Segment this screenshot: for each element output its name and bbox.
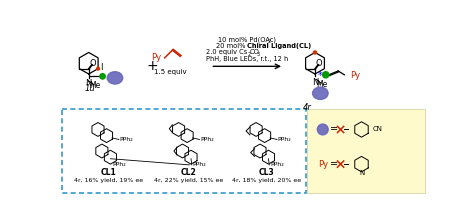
Text: 1u: 1u: [85, 84, 95, 93]
Text: PPh₂: PPh₂: [120, 137, 134, 142]
Text: PPh₂: PPh₂: [201, 137, 214, 142]
Circle shape: [100, 74, 105, 79]
Text: *: *: [318, 71, 323, 81]
Text: 4r, 16% yield, 19% ee: 4r, 16% yield, 19% ee: [73, 178, 143, 183]
Text: PPh₂: PPh₂: [192, 162, 206, 167]
Text: O: O: [89, 59, 96, 68]
Text: CL1: CL1: [100, 168, 116, 177]
Text: 2.0 equiv Cs: 2.0 equiv Cs: [206, 49, 247, 55]
Text: PPh₂: PPh₂: [278, 137, 292, 142]
Text: 2: 2: [267, 39, 271, 44]
Text: =: =: [329, 124, 337, 134]
Text: CO: CO: [249, 49, 259, 55]
Circle shape: [97, 67, 100, 70]
Text: Me: Me: [89, 81, 100, 90]
FancyBboxPatch shape: [62, 110, 306, 193]
Text: I: I: [100, 63, 103, 72]
Text: N: N: [359, 170, 364, 176]
Text: PhH, Blue LEDs, r.t., 12 h: PhH, Blue LEDs, r.t., 12 h: [206, 56, 288, 62]
Text: 4r, 18% yield, 20% ee: 4r, 18% yield, 20% ee: [232, 178, 301, 183]
Text: =: =: [329, 159, 337, 169]
Text: 4r, 22% yield, 15% ee: 4r, 22% yield, 15% ee: [154, 178, 223, 183]
Text: 1.5 equiv: 1.5 equiv: [154, 69, 186, 75]
Text: CL2: CL2: [181, 168, 197, 177]
Text: CL3: CL3: [258, 168, 274, 177]
Text: PPh₂: PPh₂: [270, 162, 284, 167]
Circle shape: [313, 51, 317, 54]
Circle shape: [317, 124, 328, 135]
Text: +: +: [146, 59, 158, 73]
Text: Py: Py: [151, 53, 162, 62]
Text: 4r: 4r: [302, 103, 311, 112]
Text: CN: CN: [373, 126, 383, 132]
Text: 2: 2: [247, 51, 250, 57]
Text: Py: Py: [318, 160, 328, 169]
Text: N: N: [85, 79, 92, 88]
Text: Py: Py: [351, 71, 361, 80]
Text: 10 mol% Pd(OAc): 10 mol% Pd(OAc): [218, 37, 276, 43]
Ellipse shape: [107, 72, 123, 84]
Text: Chiral Ligand(CL): Chiral Ligand(CL): [247, 43, 311, 49]
Bar: [307, 110, 425, 193]
Text: Me: Me: [316, 79, 328, 88]
Ellipse shape: [312, 87, 328, 99]
Text: N: N: [312, 78, 318, 87]
Circle shape: [323, 72, 329, 78]
Text: 3: 3: [256, 51, 260, 57]
Text: 20 mol%: 20 mol%: [216, 43, 247, 49]
Text: O: O: [316, 59, 322, 68]
Text: PPh₂: PPh₂: [112, 162, 126, 167]
